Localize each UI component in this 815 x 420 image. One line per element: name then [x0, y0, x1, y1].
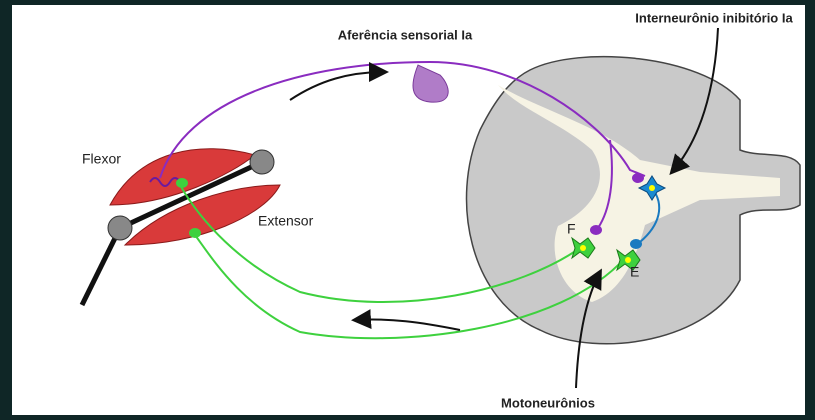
f-label: F — [567, 221, 576, 237]
joint — [250, 150, 274, 174]
page: Aferência sensorial Ia Interneurônio ini… — [0, 0, 815, 420]
interneuron-label: Interneurônio inibitório Ia — [635, 10, 793, 25]
diagram: Aferência sensorial Ia Interneurônio ini… — [0, 0, 815, 420]
synapse — [632, 173, 644, 183]
synapse — [590, 225, 602, 235]
motoneurons-label: Motoneurônios — [501, 395, 595, 410]
endplate — [176, 178, 188, 188]
joint — [108, 216, 132, 240]
afferent-label: Aferência sensorial Ia — [338, 27, 473, 42]
nucleus — [625, 257, 631, 263]
synapse — [630, 239, 642, 249]
flexor-label: Flexor — [82, 151, 121, 167]
nucleus — [580, 245, 586, 251]
nucleus — [649, 185, 655, 191]
e-label: E — [630, 264, 639, 280]
extensor-label: Extensor — [258, 213, 314, 229]
endplate — [189, 228, 201, 238]
